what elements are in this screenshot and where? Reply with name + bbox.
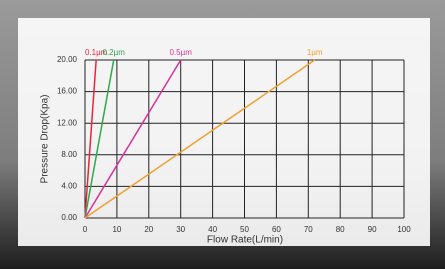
x-tick-label: 90 (368, 225, 377, 234)
y-tick-label: 4.00 (61, 182, 77, 191)
y-axis-label: Pressure Drop(Kpa) (40, 95, 51, 184)
y-tick-label: 20.00 (57, 55, 78, 64)
x-tick-label: 20 (144, 225, 153, 234)
x-axis-label: Flow Rate(L/min) (207, 235, 283, 246)
y-tick-label: 8.00 (61, 150, 77, 159)
y-tick-label: 16.00 (57, 87, 78, 96)
x-tick-label: 10 (112, 225, 121, 234)
x-tick-label: 70 (304, 225, 313, 234)
x-tick-label: 100 (397, 225, 411, 234)
x-tick-label: 30 (176, 225, 185, 234)
series-line (85, 60, 315, 218)
series-label: 0.5µm (169, 48, 192, 57)
series-line (85, 60, 96, 218)
x-tick-label: 0 (83, 225, 88, 234)
series-label: 0.2µm (103, 48, 126, 57)
x-tick-label: 60 (272, 225, 281, 234)
x-tick-label: 80 (336, 225, 345, 234)
series-label: 1µm (307, 48, 323, 57)
y-tick-label: 12.00 (57, 118, 78, 127)
y-tick-label: 0.00 (61, 213, 77, 222)
chart: Flow Rate(L/min) Pressure Drop(Kpa) 0.00… (0, 0, 445, 269)
x-tick-label: 50 (240, 225, 249, 234)
x-tick-label: 40 (208, 225, 217, 234)
